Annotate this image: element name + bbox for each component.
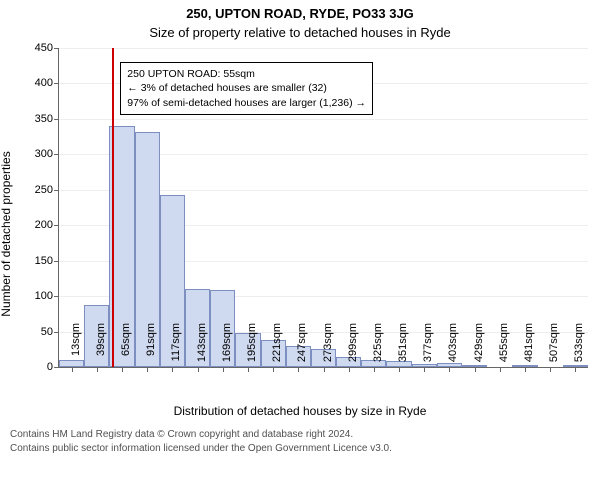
reference-line: [112, 48, 114, 367]
x-tick-label: 91sqm: [145, 323, 157, 373]
y-tick-label: 400: [35, 77, 59, 89]
x-tick-label: 533sqm: [573, 323, 585, 373]
x-tick-label: 247sqm: [296, 323, 308, 373]
y-tick-label: 450: [35, 42, 59, 54]
x-tick-label: 377sqm: [422, 323, 434, 373]
x-tick-label: 507sqm: [548, 323, 560, 373]
x-tick-label: 325sqm: [372, 323, 384, 373]
y-tick-label: 150: [35, 255, 59, 267]
chart-container: Number of detached properties 250 UPTON …: [0, 44, 600, 424]
annotation-line-3: 97% of semi-detached houses are larger (…: [127, 96, 366, 110]
x-tick-label: 13sqm: [70, 323, 82, 373]
x-tick-label: 143sqm: [196, 323, 208, 373]
x-tick-label: 455sqm: [498, 323, 510, 373]
x-tick-label: 117sqm: [170, 323, 182, 373]
y-tick-label: 100: [35, 290, 59, 302]
y-tick-label: 300: [35, 148, 59, 160]
annotation-line-1: 250 UPTON ROAD: 55sqm: [127, 67, 366, 81]
page-title: 250, UPTON ROAD, RYDE, PO33 3JG: [0, 0, 600, 21]
footer-line-2: Contains public sector information licen…: [10, 442, 590, 456]
x-tick-label: 195sqm: [246, 323, 258, 373]
x-tick-label: 65sqm: [120, 323, 132, 373]
page-subtitle: Size of property relative to detached ho…: [0, 21, 600, 44]
y-tick-label: 350: [35, 113, 59, 125]
annotation-line-2: ← 3% of detached houses are smaller (32): [127, 81, 366, 95]
x-tick-label: 481sqm: [523, 323, 535, 373]
y-tick-label: 0: [47, 361, 59, 373]
x-tick-label: 299sqm: [347, 323, 359, 373]
y-tick-label: 200: [35, 219, 59, 231]
footer: Contains HM Land Registry data © Crown c…: [0, 424, 600, 455]
x-tick-label: 221sqm: [271, 323, 283, 373]
y-axis-label: Number of detached properties: [0, 151, 13, 316]
grid-line: [59, 48, 588, 49]
x-axis-label: Distribution of detached houses by size …: [0, 404, 600, 418]
annotation-box: 250 UPTON ROAD: 55sqm ← 3% of detached h…: [120, 62, 373, 115]
grid-line: [59, 119, 588, 120]
x-tick-label: 39sqm: [95, 323, 107, 373]
x-tick-label: 351sqm: [397, 323, 409, 373]
x-tick-label: 169sqm: [221, 323, 233, 373]
plot-area: 250 UPTON ROAD: 55sqm ← 3% of detached h…: [58, 48, 588, 368]
x-tick-label: 429sqm: [473, 323, 485, 373]
y-tick-label: 250: [35, 184, 59, 196]
x-tick-label: 273sqm: [322, 323, 334, 373]
footer-line-1: Contains HM Land Registry data © Crown c…: [10, 428, 590, 442]
y-tick-label: 50: [41, 326, 59, 338]
x-tick-label: 403sqm: [447, 323, 459, 373]
